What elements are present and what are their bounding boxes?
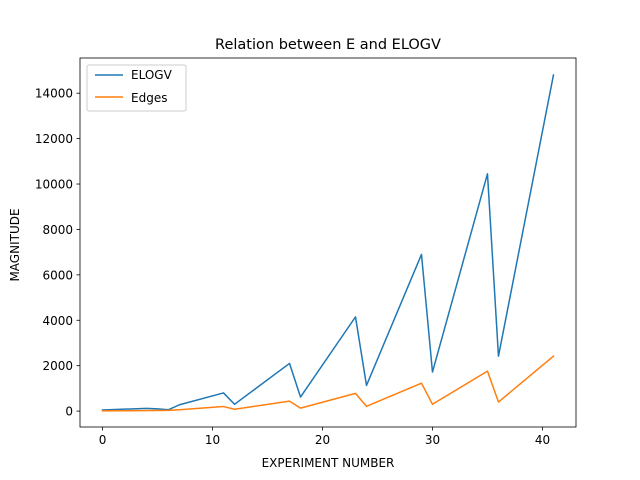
- series-line-elogv: [101, 74, 555, 411]
- y-tick-label: 12000: [35, 132, 73, 146]
- x-axis-label: EXPERIMENT NUMBER: [262, 456, 395, 470]
- y-tick-label: 14000: [35, 87, 73, 101]
- y-tick-label: 4000: [42, 314, 73, 328]
- y-tick-label: 8000: [42, 223, 73, 237]
- x-axis-ticks: 0 10 20 30 40: [99, 427, 550, 447]
- x-tick-label: 40: [535, 433, 550, 447]
- series-line-edges: [101, 355, 555, 412]
- x-tick-label: 0: [99, 433, 107, 447]
- legend-label-edges: Edges: [131, 91, 167, 105]
- y-axis-ticks: 0 2000 4000 6000 8000 10000 12000 14000: [35, 87, 80, 419]
- y-tick-label: 2000: [42, 359, 73, 373]
- x-tick-label: 10: [205, 433, 220, 447]
- plot-frame: [79, 57, 577, 428]
- y-tick-label: 10000: [35, 178, 73, 192]
- y-tick-label: 6000: [42, 268, 73, 282]
- x-tick-label: 30: [425, 433, 440, 447]
- legend-box: [86, 64, 187, 112]
- y-axis-label: MAGNITUDE: [8, 208, 22, 281]
- legend: ELOGV Edges: [86, 64, 187, 112]
- plot-lines: [101, 74, 555, 412]
- chart-title: Relation between E and ELOGV: [215, 37, 441, 53]
- legend-label-elogv: ELOGV: [131, 68, 173, 82]
- y-tick-label: 0: [65, 405, 73, 419]
- x-tick-label: 20: [315, 433, 330, 447]
